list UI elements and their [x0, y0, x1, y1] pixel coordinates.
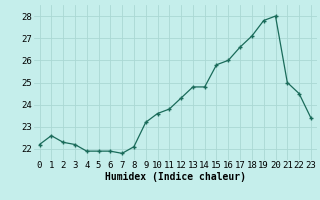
X-axis label: Humidex (Indice chaleur): Humidex (Indice chaleur) — [105, 172, 246, 182]
